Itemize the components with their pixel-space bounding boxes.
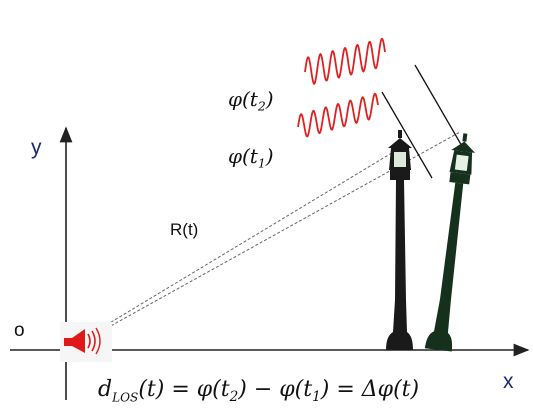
los-equation: dLOS(t) = φ(t2) − φ(t1) = Δφ(t) [98, 377, 420, 405]
lamp-post-near-icon [386, 130, 413, 350]
lamp-post-far-icon [424, 133, 476, 352]
origin-label: o [14, 320, 25, 341]
wave-t2 [304, 37, 386, 85]
range-label: R(t) [170, 220, 199, 239]
y-axis-label: y [31, 136, 42, 159]
radar-icon [60, 322, 112, 362]
wavefront-line-near [381, 91, 433, 179]
x-axis-label: x [503, 370, 514, 393]
phase-label-t2: φ(t2) [228, 87, 274, 114]
los-line-near [97, 147, 401, 331]
wave-t1 [297, 92, 379, 138]
phase-label-t1: φ(t1) [228, 144, 274, 171]
